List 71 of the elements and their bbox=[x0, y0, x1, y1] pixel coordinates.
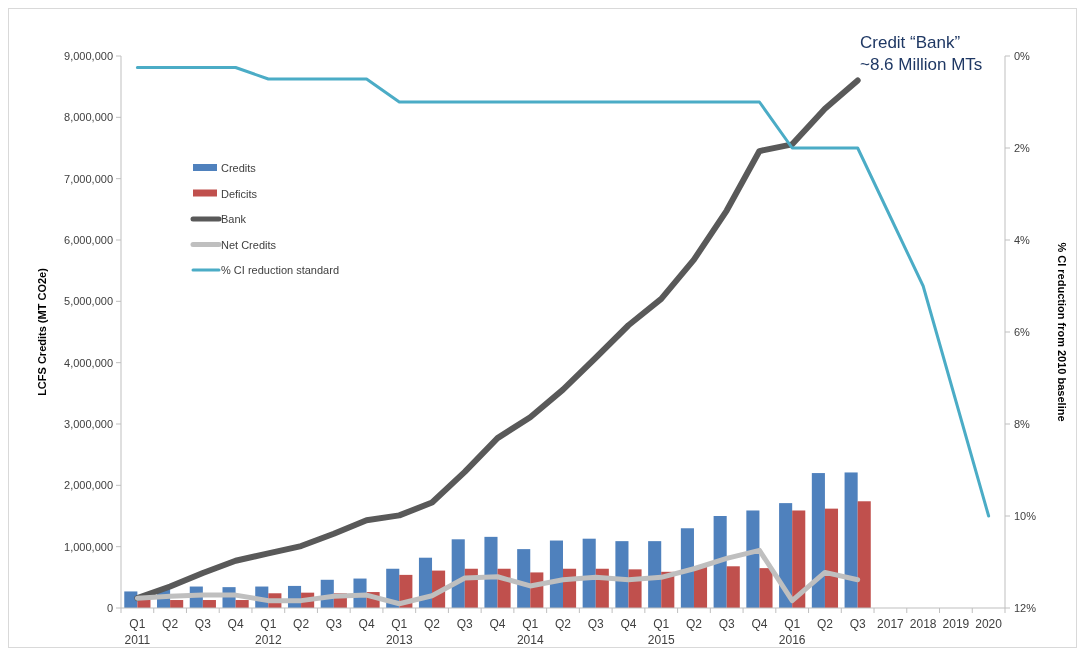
x-tick-label: Q4 bbox=[358, 617, 375, 631]
bar bbox=[615, 541, 629, 608]
y-tick-label: 7,000,000 bbox=[64, 172, 113, 185]
x-tick-label: Q2 bbox=[293, 617, 310, 631]
y2-tick-label: 2% bbox=[1014, 142, 1031, 154]
x-tick-label: 2020 bbox=[975, 617, 1003, 631]
x-tick-label: Q4 bbox=[489, 617, 506, 631]
y-tick-label: 3,000,000 bbox=[64, 418, 113, 430]
bar bbox=[811, 473, 825, 608]
x-tick-label: Q3 bbox=[325, 617, 343, 631]
x-tick-label: Q4 bbox=[620, 617, 637, 631]
x-tick-label: Q2 bbox=[685, 617, 703, 631]
bar bbox=[451, 539, 465, 608]
x-tick-label: Q1 2015 bbox=[647, 617, 675, 647]
y-tick-label: 6,000,000 bbox=[64, 234, 113, 246]
bar bbox=[680, 528, 694, 608]
x-tick-label: 2018 bbox=[909, 617, 937, 631]
legend-label: Deficits bbox=[221, 187, 258, 200]
bar bbox=[713, 516, 727, 608]
x-tick-label: Q2 bbox=[424, 617, 441, 631]
x-tick-label: Q3 bbox=[456, 617, 474, 631]
x-tick-label: Q1 2012 bbox=[254, 617, 282, 647]
bar bbox=[759, 568, 773, 608]
bar bbox=[779, 503, 793, 608]
x-tick-label: 2017 bbox=[877, 617, 905, 631]
x-tick-label: Q1 2013 bbox=[385, 617, 413, 647]
annotation: Credit “Bank” ~8.6 Million MTs bbox=[860, 33, 983, 74]
x-tick-label: Q4 bbox=[751, 617, 768, 631]
x-tick-label: Q1 2016 bbox=[778, 617, 806, 647]
x-tick-label: Q2 bbox=[554, 617, 572, 631]
y-tick-label: 9,000,000 bbox=[64, 50, 113, 62]
x-tick-label: Q2 bbox=[816, 617, 834, 631]
x-tick-label: Q2 bbox=[162, 617, 179, 631]
bar bbox=[484, 536, 498, 608]
bar bbox=[726, 566, 740, 608]
x-tick-label: Q1 2011 bbox=[124, 617, 151, 647]
bar bbox=[844, 472, 858, 608]
y2-tick-label: 4% bbox=[1014, 234, 1031, 246]
bar bbox=[857, 501, 871, 608]
x-tick-label: 2019 bbox=[942, 617, 970, 631]
y-tick-label: 8,000,000 bbox=[64, 111, 113, 124]
x-tick-label: Q3 bbox=[587, 617, 605, 631]
bar bbox=[124, 591, 138, 608]
x-tick-label: Q3 bbox=[194, 617, 212, 631]
legend-label: % CI reduction standard bbox=[221, 264, 340, 276]
x-tick-label: Q1 2014 bbox=[516, 617, 544, 647]
y-tick-label: 0 bbox=[106, 602, 113, 614]
bar bbox=[746, 510, 760, 608]
y2-tick-label: 12% bbox=[1014, 602, 1037, 614]
legend-label: Credits bbox=[221, 162, 257, 174]
y-tick-label: 1,000,000 bbox=[64, 540, 113, 553]
y2-tick-label: 8% bbox=[1014, 418, 1031, 430]
y-tick-label: 5,000,000 bbox=[64, 295, 113, 308]
x-tick-label: Q4 bbox=[227, 617, 244, 631]
x-tick-label: Q3 bbox=[849, 617, 866, 631]
y-tick-label: 4,000,000 bbox=[64, 356, 113, 369]
y-tick-label: 2,000,000 bbox=[64, 479, 113, 492]
bar bbox=[693, 566, 708, 608]
y-axis-title: LCFS Credits (MT CO2e) bbox=[36, 267, 48, 396]
y2-tick-label: 0% bbox=[1014, 50, 1031, 62]
y2-tick-label: 6% bbox=[1014, 326, 1031, 338]
bar bbox=[824, 508, 839, 608]
bar bbox=[792, 510, 806, 608]
x-tick-label: Q3 bbox=[718, 617, 736, 631]
bar bbox=[648, 541, 662, 608]
bar bbox=[582, 538, 596, 608]
legend-label: Net Credits bbox=[221, 238, 277, 251]
bar bbox=[549, 540, 563, 608]
y2-axis-title: % CI reduction from 2010 baseline bbox=[1056, 242, 1068, 422]
y2-tick-label: 10% bbox=[1014, 510, 1037, 522]
legend-label: Bank bbox=[221, 213, 247, 225]
